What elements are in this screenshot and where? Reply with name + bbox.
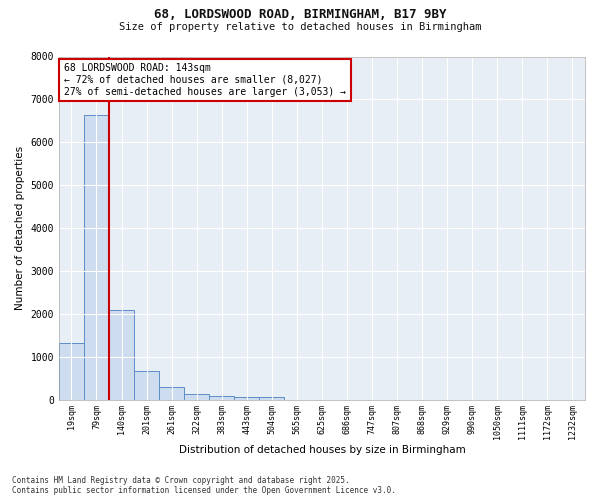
Bar xyxy=(59,343,84,400)
Text: Size of property relative to detached houses in Birmingham: Size of property relative to detached ho… xyxy=(119,22,481,32)
Bar xyxy=(184,394,209,400)
Y-axis label: Number of detached properties: Number of detached properties xyxy=(15,146,25,310)
Bar xyxy=(209,396,234,400)
Bar xyxy=(109,310,134,400)
Text: 68, LORDSWOOD ROAD, BIRMINGHAM, B17 9BY: 68, LORDSWOOD ROAD, BIRMINGHAM, B17 9BY xyxy=(154,8,446,20)
Bar xyxy=(134,371,159,400)
Bar xyxy=(259,398,284,400)
Bar xyxy=(234,398,259,400)
Bar xyxy=(159,387,184,400)
Text: Contains HM Land Registry data © Crown copyright and database right 2025.
Contai: Contains HM Land Registry data © Crown c… xyxy=(12,476,396,495)
Text: 68 LORDSWOOD ROAD: 143sqm
← 72% of detached houses are smaller (8,027)
27% of se: 68 LORDSWOOD ROAD: 143sqm ← 72% of detac… xyxy=(64,64,346,96)
Bar xyxy=(84,116,109,400)
X-axis label: Distribution of detached houses by size in Birmingham: Distribution of detached houses by size … xyxy=(179,445,466,455)
